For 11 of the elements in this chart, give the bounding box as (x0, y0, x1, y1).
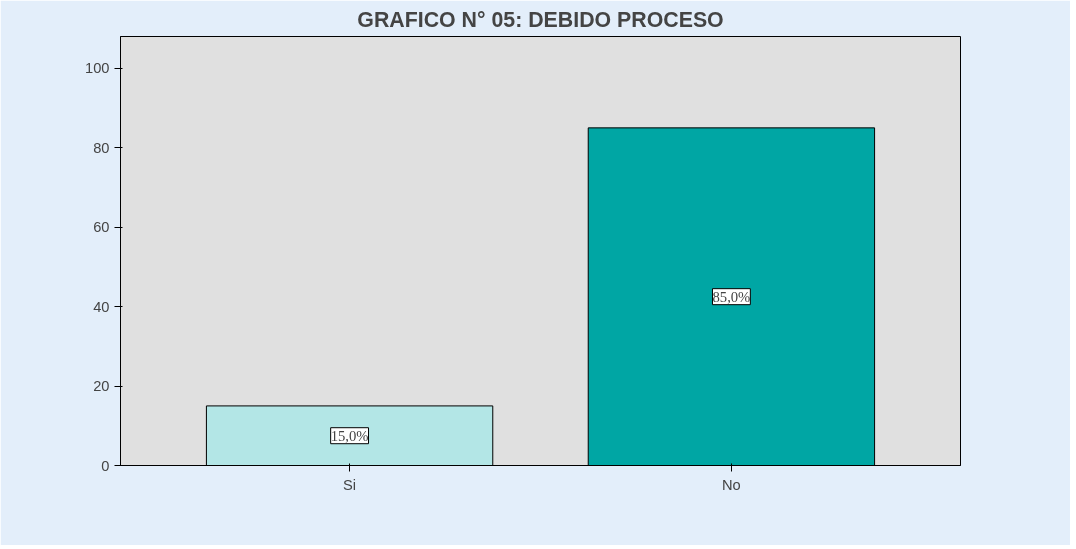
y-tick-label: 60 (93, 219, 110, 236)
y-tick-label: 100 (85, 60, 110, 77)
data-label: 85,0% (712, 288, 751, 305)
y-tick-label: 40 (93, 298, 110, 315)
x-tick-label: Si (343, 476, 357, 493)
y-tick-label: 80 (93, 139, 110, 156)
x-tick-label: No (722, 476, 741, 493)
chart-title: GRAFICO N° 05: DEBIDO PROCESO (357, 7, 724, 32)
y-tick-label: 20 (93, 378, 110, 395)
y-tick-label: 0 (101, 457, 110, 474)
data-label: 15,0% (330, 427, 369, 444)
